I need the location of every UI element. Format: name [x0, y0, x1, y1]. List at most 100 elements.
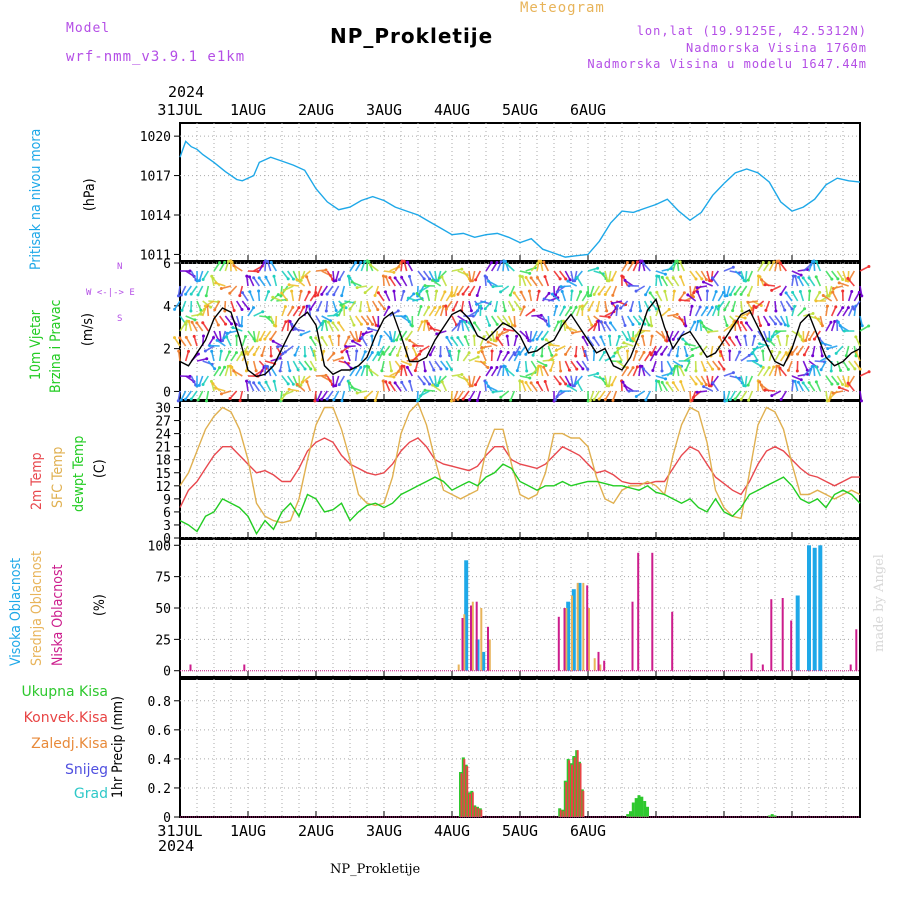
wind-direction-arrow	[796, 330, 803, 341]
wind-arrow-head	[326, 320, 330, 324]
wind-direction-arrow	[797, 381, 805, 392]
wind-direction-arrow	[412, 297, 423, 302]
wind-arrow-head	[731, 309, 735, 313]
precipitation-ytick-label: 0.6	[148, 724, 171, 739]
wind-arrow-head	[725, 294, 729, 298]
wind-arrow-head	[569, 306, 573, 310]
wind-direction-arrow	[302, 270, 311, 279]
wind-direction-arrow	[791, 375, 802, 381]
wind-direction-arrow	[450, 390, 453, 402]
wind-arrow-head	[636, 260, 640, 264]
temperature-ytick-label: 18	[155, 454, 171, 469]
cloud-bar-visoka-oblacnost	[577, 582, 582, 671]
cloud-bar-srednja-oblacnost	[565, 608, 568, 671]
wind-arrow-head	[758, 342, 762, 346]
wind-direction-arrow	[549, 360, 555, 371]
wind-arrow-head	[831, 286, 835, 290]
wind-direction-arrow	[191, 321, 198, 332]
wind-arrow-head	[559, 389, 563, 393]
wind-arrow-head	[189, 292, 193, 296]
wind-arrow-head	[821, 294, 825, 298]
wind-arrow-head	[695, 286, 699, 290]
wind-direction-arrow	[839, 325, 850, 332]
wind-arrow-head	[554, 348, 558, 352]
wind-direction-arrow	[371, 352, 379, 362]
wind-arrow-head	[664, 377, 668, 381]
wind-arrow-head	[382, 307, 386, 311]
wind-direction-arrow	[403, 366, 408, 377]
wind-arrow-head	[786, 324, 790, 328]
wind-arrow-head	[603, 292, 607, 296]
wind-direction-arrow	[434, 306, 441, 317]
wind-arrow-head	[367, 365, 371, 369]
wind-direction-arrow	[190, 390, 198, 400]
wind-arrow-head	[695, 390, 699, 394]
wind-direction-arrow	[184, 285, 192, 295]
wind-direction-arrow	[632, 366, 639, 377]
wind-direction-arrow	[696, 291, 703, 302]
wind-arrow-head	[650, 334, 654, 338]
wind-direction-arrow	[520, 291, 527, 302]
wind-direction-arrow	[383, 375, 395, 378]
wind-arrow-head	[655, 290, 659, 294]
wind-direction-arrow	[181, 300, 187, 311]
wind-direction-arrow	[723, 285, 726, 297]
wind-arrow-head	[694, 382, 698, 386]
wind-direction-arrow	[825, 321, 832, 332]
wind-direction-arrow	[340, 300, 351, 306]
precipitation-ytick-label: 0.4	[148, 753, 172, 768]
wind-direction-arrow	[389, 277, 397, 287]
precipitation-bar-ukupna-kisa	[773, 815, 777, 817]
wind-direction-arrow	[641, 336, 646, 347]
wind-arrow-head	[312, 349, 316, 353]
wind-arrow-head	[574, 354, 578, 358]
wind-arrow-head	[305, 275, 309, 279]
cloud-bar-niska-oblacnost	[671, 611, 674, 671]
wind-arrow-head	[617, 334, 621, 338]
wind-arrow-head	[271, 339, 275, 343]
wind-arrow-head	[475, 302, 479, 306]
wind-arrow-head	[711, 381, 715, 385]
wind-direction-arrow	[235, 352, 243, 362]
wind-direction-arrow	[315, 269, 327, 272]
wind-arrow-head	[417, 398, 421, 402]
wind-arrow-head	[505, 262, 509, 266]
wind-direction-arrow	[368, 261, 374, 272]
wind-arrow-head	[188, 374, 192, 378]
wind-direction-arrow	[383, 345, 391, 355]
wind-direction-arrow	[256, 330, 261, 341]
wind-direction-arrow	[266, 366, 272, 377]
wind-arrow-head	[412, 292, 416, 296]
wind-arrow-head	[694, 369, 698, 373]
wind-direction-arrow	[710, 345, 714, 356]
wind-arrow-head	[269, 260, 273, 264]
wind-arrow-head	[359, 260, 363, 264]
wind-arrow-head	[558, 277, 562, 281]
wind-direction-arrow	[451, 315, 458, 326]
wind-arrow-head	[547, 324, 551, 328]
precipitation-bar-konvek-kisa	[565, 782, 568, 817]
wind-arrow-head	[518, 274, 522, 278]
wind-direction-arrow	[424, 389, 436, 392]
cloud-bar-niska-oblacnost	[637, 552, 640, 671]
wind-direction-arrow	[408, 381, 414, 392]
wind-direction-arrow	[836, 307, 844, 317]
wind-direction-arrow	[196, 322, 204, 332]
wind-arrow-head	[360, 335, 364, 339]
wind-direction-arrow	[338, 270, 346, 281]
wind-arrow-head	[753, 334, 757, 338]
wind-direction-arrow	[496, 261, 502, 272]
x-day-label-top: 4AUG	[434, 101, 470, 119]
wind-direction-arrow	[835, 345, 844, 354]
wind-arrow-head	[639, 309, 643, 313]
wind-direction-arrow	[247, 345, 255, 355]
wind-arrow-head	[631, 366, 635, 370]
wind-direction-arrow	[202, 375, 210, 385]
wind-direction-arrow	[462, 375, 470, 385]
wind-arrow-head	[495, 261, 499, 265]
wind-direction-arrow	[541, 345, 544, 357]
wind-arrow-head	[747, 398, 751, 402]
wind-arrow-head	[212, 335, 216, 339]
wind-direction-arrow	[819, 345, 824, 356]
precip-legend-total: Ukupna Kisa	[21, 684, 108, 700]
